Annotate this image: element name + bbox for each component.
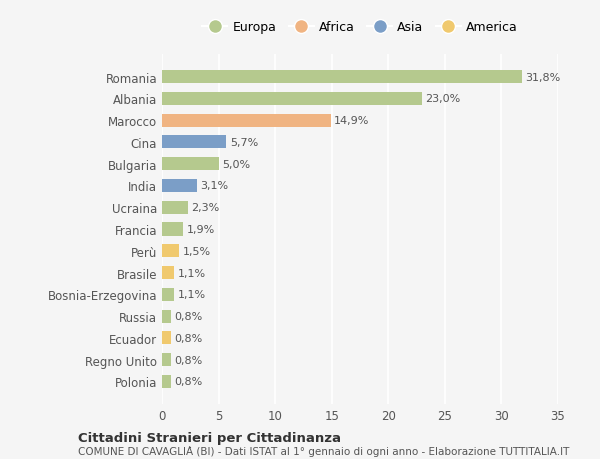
Bar [162, 201, 188, 214]
Text: 1,1%: 1,1% [178, 290, 206, 300]
Text: 0,8%: 0,8% [175, 355, 203, 365]
Text: 1,1%: 1,1% [178, 268, 206, 278]
Text: 2,3%: 2,3% [191, 203, 220, 213]
Bar [162, 114, 331, 128]
Text: 1,5%: 1,5% [182, 246, 211, 256]
Text: COMUNE DI CAVAGLIÀ (BI) - Dati ISTAT al 1° gennaio di ogni anno - Elaborazione : COMUNE DI CAVAGLIÀ (BI) - Dati ISTAT al… [78, 445, 569, 456]
Text: 14,9%: 14,9% [334, 116, 370, 126]
Text: 3,1%: 3,1% [200, 181, 229, 191]
Bar [162, 71, 522, 84]
Bar [162, 136, 226, 149]
Bar [162, 288, 175, 301]
Bar [162, 158, 218, 171]
Bar [162, 375, 171, 388]
Text: 5,7%: 5,7% [230, 138, 258, 148]
Bar [162, 353, 171, 366]
Text: Cittadini Stranieri per Cittadinanza: Cittadini Stranieri per Cittadinanza [78, 431, 341, 444]
Text: 0,8%: 0,8% [175, 376, 203, 386]
Text: 0,8%: 0,8% [175, 311, 203, 321]
Legend: Europa, Africa, Asia, America: Europa, Africa, Asia, America [197, 16, 523, 39]
Bar [162, 266, 175, 280]
Bar [162, 331, 171, 345]
Bar [162, 223, 184, 236]
Text: 31,8%: 31,8% [525, 73, 560, 83]
Text: 1,9%: 1,9% [187, 224, 215, 235]
Text: 23,0%: 23,0% [425, 94, 461, 104]
Bar [162, 245, 179, 258]
Bar [162, 93, 422, 106]
Bar [162, 310, 171, 323]
Text: 5,0%: 5,0% [222, 159, 250, 169]
Text: 0,8%: 0,8% [175, 333, 203, 343]
Bar [162, 179, 197, 193]
